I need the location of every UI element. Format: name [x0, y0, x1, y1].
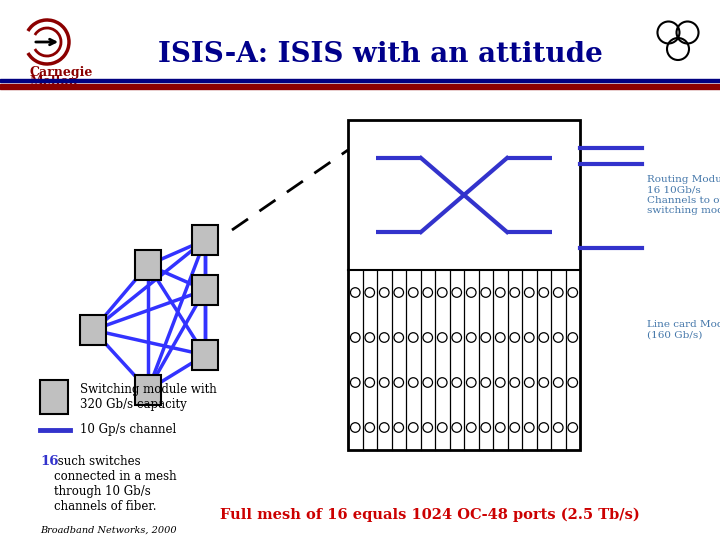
- Bar: [80, 315, 106, 345]
- Text: 10 Gp/s channel: 10 Gp/s channel: [80, 423, 176, 436]
- Bar: [348, 120, 580, 450]
- Text: such switches
connected in a mesh
through 10 Gb/s
channels of fiber.: such switches connected in a mesh throug…: [54, 455, 176, 513]
- Bar: [135, 375, 161, 405]
- Text: Mellon: Mellon: [30, 75, 78, 88]
- Bar: [0, 79, 720, 82]
- Bar: [192, 275, 218, 305]
- Bar: [0, 84, 720, 89]
- Text: Carnegie: Carnegie: [30, 66, 94, 79]
- Text: 16: 16: [40, 455, 58, 468]
- Text: Broadband Networks, 2000: Broadband Networks, 2000: [40, 525, 176, 535]
- Text: Line card Module
(160 Gb/s): Line card Module (160 Gb/s): [647, 320, 720, 340]
- Text: Switching module with
320 Gb/s capacity: Switching module with 320 Gb/s capacity: [80, 383, 217, 411]
- Text: Routing Module
16 10Gb/s
Channels to other
switching modules: Routing Module 16 10Gb/s Channels to oth…: [647, 175, 720, 215]
- Bar: [135, 250, 161, 280]
- Text: ISIS-A: ISIS with an attitude: ISIS-A: ISIS with an attitude: [158, 42, 603, 69]
- Bar: [192, 225, 218, 255]
- Bar: [40, 380, 68, 414]
- Text: Full mesh of 16 equals 1024 OC-48 ports (2.5 Tb/s): Full mesh of 16 equals 1024 OC-48 ports …: [220, 508, 640, 522]
- Bar: [192, 340, 218, 370]
